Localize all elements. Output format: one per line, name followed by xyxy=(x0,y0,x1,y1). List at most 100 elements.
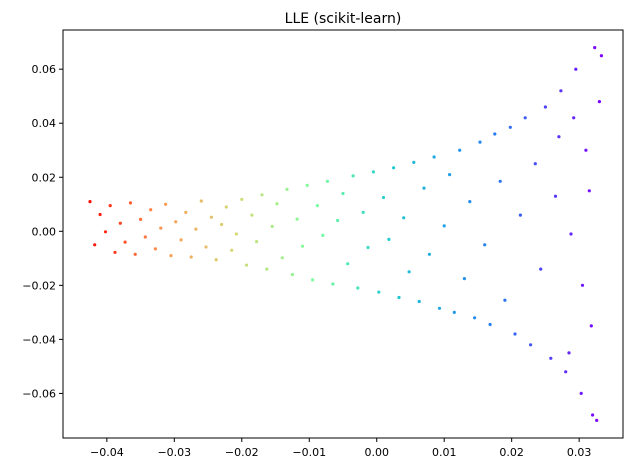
scatter-point xyxy=(557,135,561,139)
scatter-point xyxy=(194,227,198,231)
scatter-point xyxy=(387,237,391,241)
x-tick-label: −0.02 xyxy=(225,446,259,459)
scatter-point xyxy=(88,200,92,204)
scatter-point xyxy=(559,89,563,93)
scatter-point xyxy=(164,202,168,206)
scatter-point xyxy=(139,217,143,221)
scatter-point xyxy=(305,183,309,187)
scatter-point xyxy=(381,195,386,200)
scatter-point xyxy=(285,187,289,191)
scatter-point xyxy=(209,215,213,219)
scatter-point xyxy=(108,204,112,208)
scatter-point xyxy=(442,224,446,228)
y-tick-label: 0.04 xyxy=(32,117,57,130)
plot-frame xyxy=(62,29,624,439)
scatter-point xyxy=(564,370,568,374)
scatter-point xyxy=(93,243,97,247)
scatter-point xyxy=(356,286,360,290)
scatter-point xyxy=(422,186,426,190)
scatter-point xyxy=(290,272,294,277)
scatter-point xyxy=(184,210,188,214)
scatter-point xyxy=(595,418,599,422)
scatter-point xyxy=(341,191,345,196)
scatter-point xyxy=(220,222,224,227)
scatter-point xyxy=(159,226,163,230)
scatter-point xyxy=(113,250,117,254)
scatter-point xyxy=(123,240,127,244)
scatter-point xyxy=(539,267,543,271)
scatter-point xyxy=(118,221,122,225)
point-group xyxy=(88,46,604,422)
scatter-point xyxy=(498,179,502,183)
scatter-point xyxy=(488,322,492,327)
scatter-point xyxy=(412,160,416,164)
scatter-point xyxy=(321,233,325,237)
scatter-point xyxy=(98,212,102,217)
y-tick-label: −0.06 xyxy=(22,387,56,400)
scatter-point xyxy=(579,391,583,395)
scatter-point xyxy=(584,148,588,152)
scatter-point xyxy=(523,116,527,120)
scatter-point xyxy=(174,220,178,224)
scatter-point xyxy=(366,245,370,250)
scatter-point xyxy=(589,324,593,328)
scatter-point xyxy=(448,173,452,177)
scatter-point xyxy=(587,189,591,193)
scatter-point xyxy=(567,351,571,355)
scatter-point xyxy=(149,208,153,212)
scatter-point xyxy=(533,162,537,166)
y-tick-label: −0.04 xyxy=(22,333,56,346)
scatter-point xyxy=(549,356,553,360)
scatter-point xyxy=(224,205,228,209)
scatter-point xyxy=(346,262,350,266)
scatter-point xyxy=(553,194,558,198)
scatter-point xyxy=(234,232,238,236)
scatter-point xyxy=(513,332,517,336)
x-tick-label: 0.03 xyxy=(567,446,592,459)
scatter-point xyxy=(432,155,436,159)
scatter-point xyxy=(468,200,472,204)
scatter-point xyxy=(591,413,595,417)
scatter-point xyxy=(599,54,604,58)
scatter-point xyxy=(255,240,259,244)
chart-title: LLE (scikit-learn) xyxy=(285,11,402,27)
scatter-point xyxy=(473,316,477,320)
x-tick-label: 0.02 xyxy=(499,446,524,459)
scatter-point xyxy=(189,255,193,259)
scatter-point xyxy=(179,238,183,242)
scatter-point xyxy=(417,299,421,304)
y-tick-label: 0.00 xyxy=(32,225,57,238)
scatter-point xyxy=(503,298,507,302)
scatter-point xyxy=(572,116,576,120)
scatter-point xyxy=(462,277,466,281)
scatter-point xyxy=(483,243,487,247)
scatter-point xyxy=(569,232,573,236)
scatter-point xyxy=(311,278,315,282)
scatter-point xyxy=(199,199,203,203)
scatter-point xyxy=(597,100,602,104)
y-tick-label: −0.02 xyxy=(22,279,56,292)
scatter-point xyxy=(518,213,523,217)
scatter-point xyxy=(452,310,456,314)
y-tick-label: 0.06 xyxy=(32,63,57,76)
scatter-point xyxy=(543,105,548,109)
scatter-point xyxy=(128,201,133,205)
scatter-point xyxy=(169,254,173,258)
scatter-point xyxy=(580,283,585,287)
x-tick-label: 0.00 xyxy=(364,446,389,459)
scatter-point xyxy=(295,217,299,221)
scatter-point xyxy=(397,295,401,300)
scatter-point xyxy=(478,140,482,144)
scatter-point xyxy=(331,282,335,286)
scatter-point xyxy=(336,218,340,223)
scatter-point xyxy=(244,263,249,267)
scatter-point xyxy=(529,343,533,347)
scatter-point xyxy=(574,67,578,71)
scatter-point xyxy=(351,174,355,178)
scatter-point xyxy=(508,125,512,129)
scatter-point xyxy=(280,256,284,260)
scatter-point xyxy=(153,247,157,251)
scatter-point xyxy=(265,267,269,271)
scatter-point xyxy=(493,132,497,136)
